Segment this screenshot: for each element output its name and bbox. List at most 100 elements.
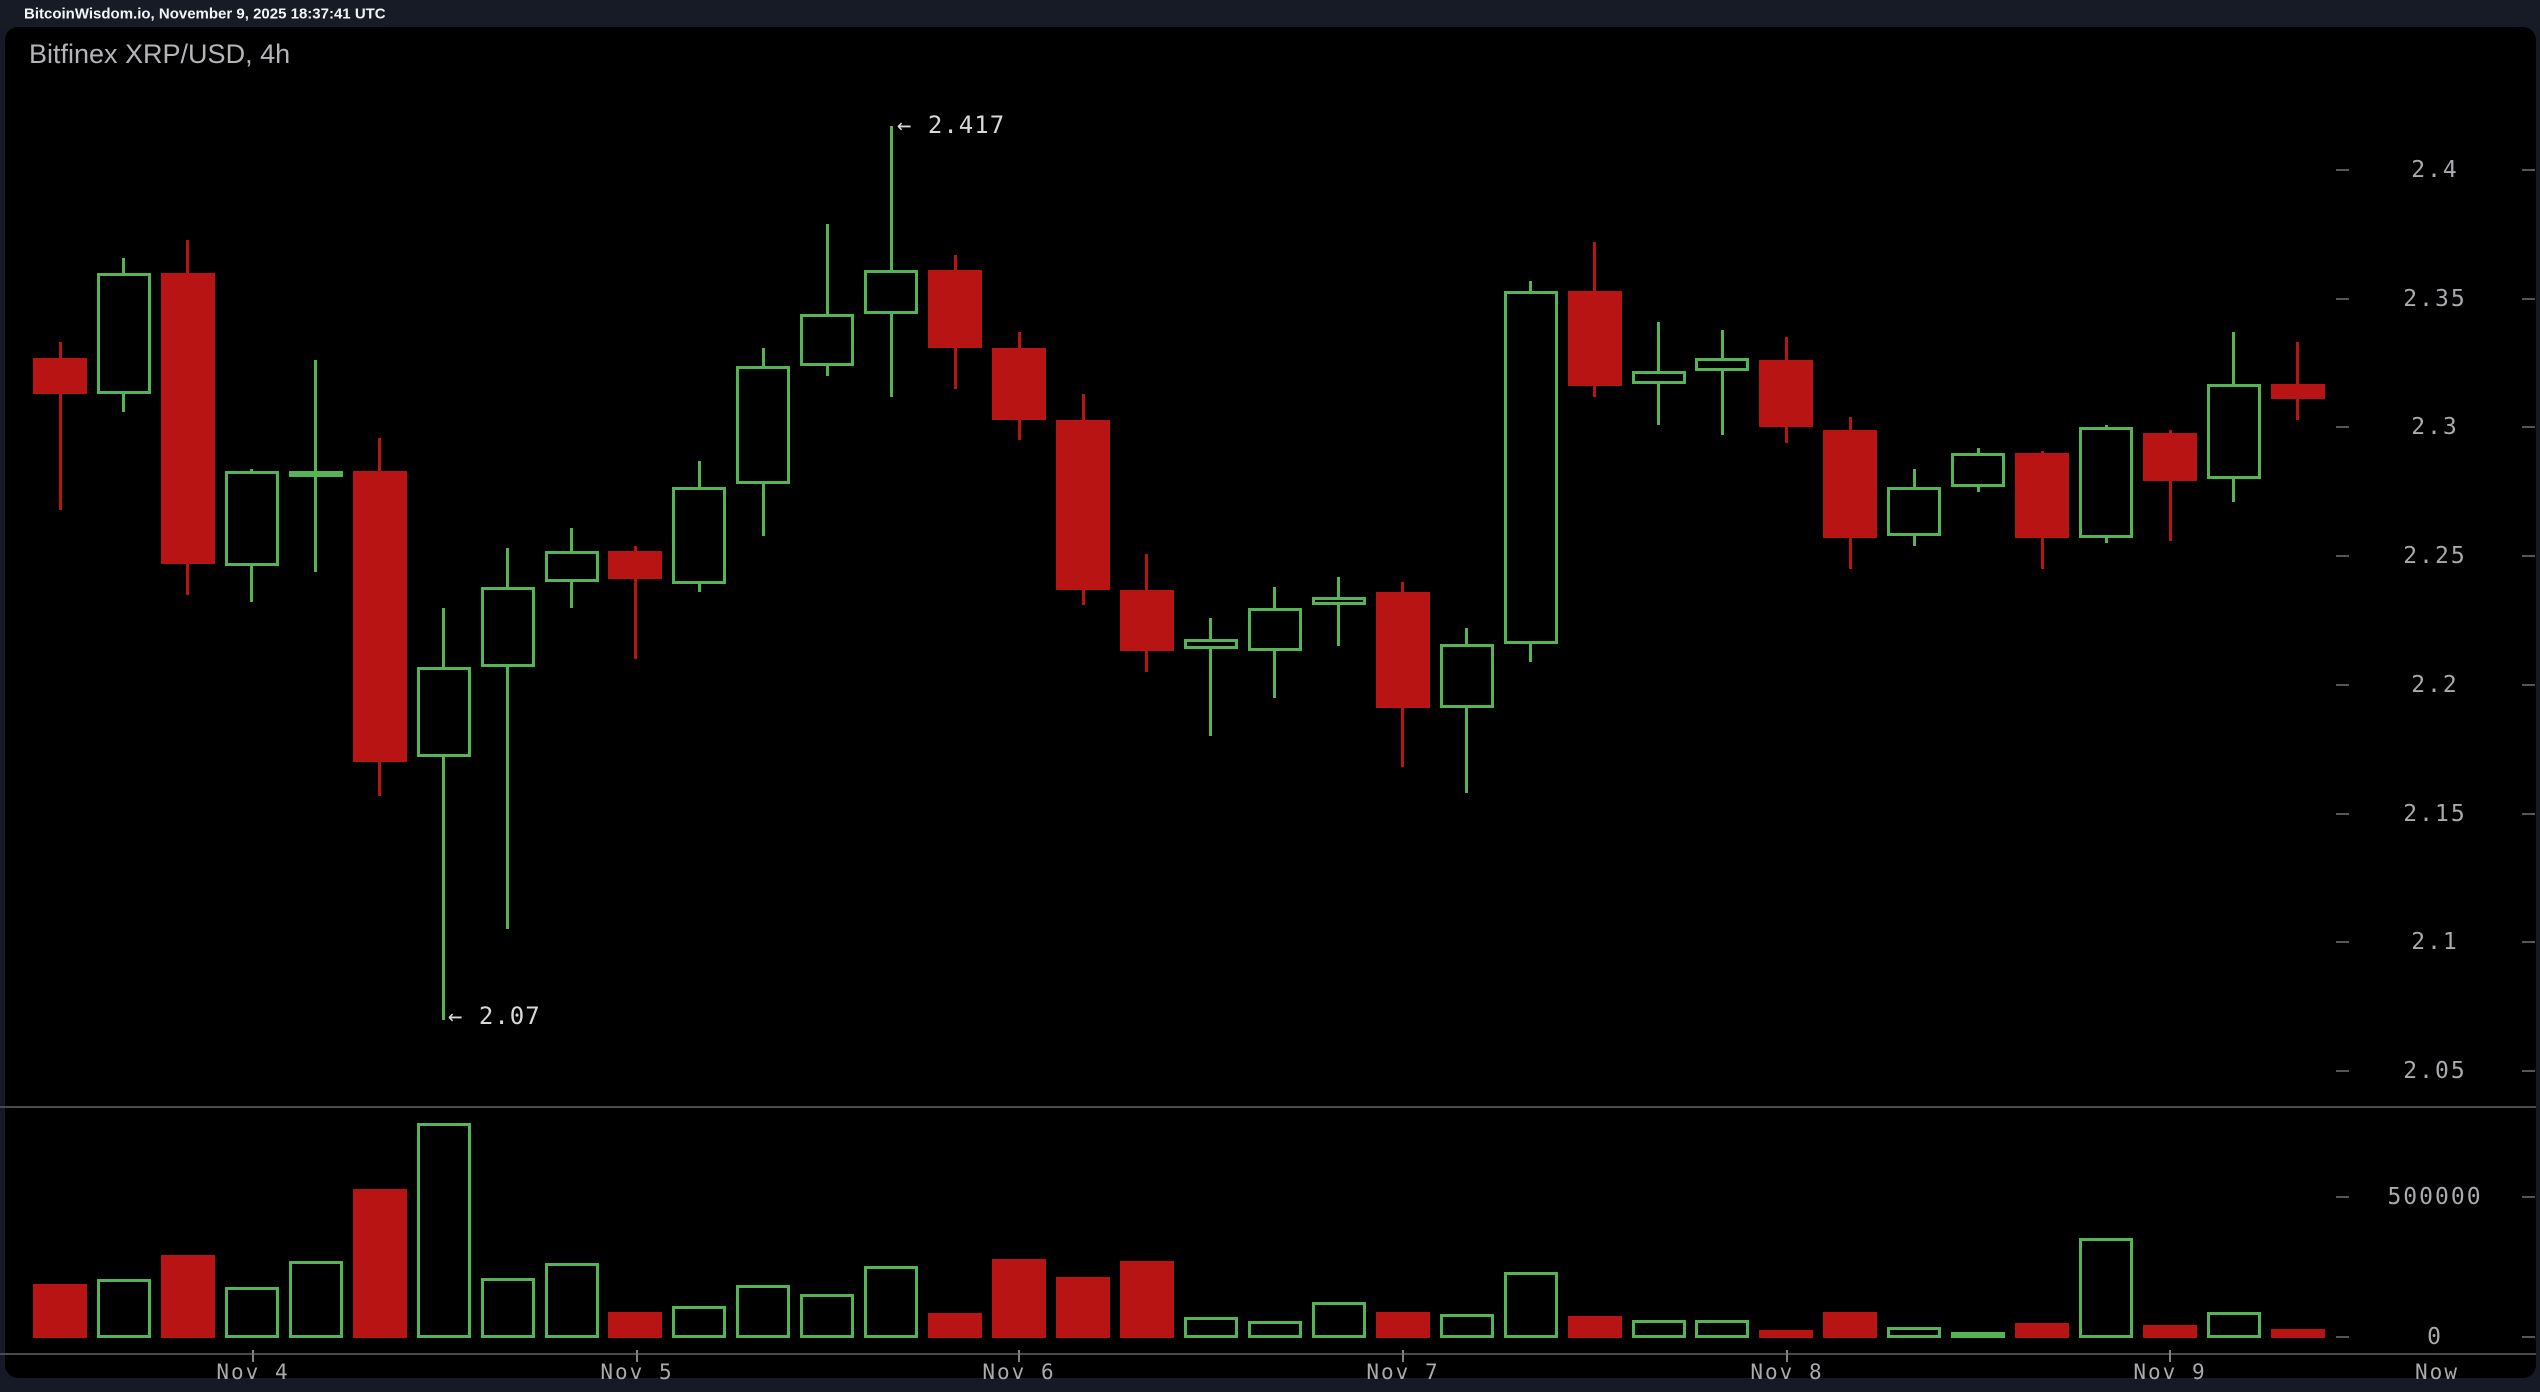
volume-bar [1567, 1316, 1622, 1338]
x-axis-day-label: Nov 7 [1366, 1360, 1440, 1384]
candle-wick [314, 360, 318, 572]
price-tick-label: 2.3 [2411, 414, 2459, 441]
candle [288, 471, 343, 478]
candle [96, 272, 151, 394]
x-axis-day-label: Nov 5 [600, 1360, 674, 1384]
chart-widget: 2.4 2.35 2.3 2.25 2.2 2.15 2.1 2.05 500000 0 Nov 4… [0, 27, 2536, 1384]
candle-wick [1465, 628, 1469, 793]
candle [1567, 290, 1622, 387]
volume-bar [352, 1189, 407, 1338]
price-tick-label: 2.2 [2411, 671, 2459, 698]
candle-wick [1209, 617, 1213, 737]
volume-bar [1631, 1319, 1686, 1338]
price-tick-dash-left [2336, 1070, 2349, 1072]
candle [800, 314, 855, 366]
price-tick-label: 2.35 [2403, 285, 2467, 312]
price-tick-dash-left [2336, 169, 2349, 171]
price-tick-dash-right [2522, 941, 2535, 944]
candle [1311, 597, 1366, 606]
volume-tick-dash-right [2522, 1336, 2535, 1338]
x-axis-day-label: Nov 6 [982, 1360, 1056, 1384]
volume-bar [2206, 1312, 2261, 1338]
candle [1887, 486, 1942, 536]
volume-bar [736, 1284, 791, 1338]
volume-bar [2015, 1323, 2070, 1338]
candle [33, 357, 87, 394]
candle-wick [506, 548, 510, 930]
volume-bar [928, 1312, 983, 1338]
x-axis-day-label: Nov 4 [216, 1360, 290, 1384]
x-axis-border-line [0, 1353, 2536, 1355]
candle [1951, 453, 2006, 487]
price-tick-dash-right [2522, 683, 2535, 686]
candle [160, 272, 215, 564]
site-and-clock-label: BitcoinWisdom.io, November 9, 2025 18:37… [24, 5, 386, 22]
volume-bar [2270, 1328, 2325, 1338]
candle [1439, 643, 1494, 708]
x-axis-now-label: Now [2415, 1360, 2459, 1384]
volume-bar [288, 1261, 343, 1338]
volume-bar [1056, 1277, 1111, 1338]
x-axis-day-label: Nov 9 [2133, 1360, 2207, 1384]
candle [2015, 453, 2070, 539]
volume-bar [672, 1305, 727, 1338]
price-tick-label: 2.4 [2411, 157, 2459, 183]
candle [2206, 383, 2261, 479]
candle [672, 486, 727, 585]
volume-bar [1311, 1302, 1366, 1338]
candle [2143, 432, 2198, 482]
price-tick-dash-right [2522, 169, 2535, 171]
x-axis-day-tick [1018, 1350, 1020, 1362]
volume-bar [1887, 1326, 1942, 1338]
volume-bar [992, 1258, 1047, 1338]
x-axis-day-tick [2169, 1350, 2171, 1362]
volume-bar [1823, 1312, 1878, 1338]
candle [480, 587, 535, 667]
candle [928, 270, 983, 348]
candle [2079, 427, 2134, 539]
pane-separator-line [0, 1106, 2536, 1108]
price-tick-dash-left [2336, 426, 2349, 429]
volume-tick-label: 500000 [2387, 1184, 2483, 1210]
volume-bar [800, 1293, 855, 1338]
candle [2270, 383, 2325, 400]
candle [1759, 360, 1814, 428]
volume-bar [2079, 1238, 2134, 1338]
candle [1056, 419, 1111, 590]
volume-tick-dash-left [2336, 1336, 2349, 1338]
top-status-bar: BitcoinWisdom.io, November 9, 2025 18:37… [0, 0, 2540, 27]
x-axis-day-tick [1786, 1350, 1788, 1362]
candle [1631, 370, 1686, 384]
volume-bar [1119, 1261, 1174, 1338]
candle-wick [1720, 329, 1724, 436]
price-tick-dash-left [2336, 683, 2349, 686]
candle [992, 347, 1047, 420]
price-tick-label: 2.25 [2403, 543, 2467, 570]
price-tick-dash-left [2336, 941, 2349, 944]
price-tick-label: 2.15 [2403, 800, 2467, 827]
price-annotation: ← 2.07 [448, 1002, 541, 1030]
volume-tick-dash-right [2522, 1196, 2535, 1198]
candle [608, 550, 663, 580]
candle-wick [825, 224, 829, 376]
volume-bar [33, 1283, 87, 1338]
price-tick-dash-right [2522, 812, 2535, 815]
volume-bar [864, 1265, 919, 1338]
candle-wick [2296, 342, 2300, 420]
x-axis-day-tick [1402, 1350, 1404, 1362]
volume-bar [544, 1263, 599, 1338]
candle [352, 471, 407, 763]
candle [1503, 290, 1558, 644]
volume-bar [224, 1287, 279, 1338]
volume-bar [1759, 1330, 1814, 1338]
candle [1247, 607, 1302, 652]
candle [1183, 638, 1238, 649]
candle [736, 365, 791, 485]
candle-wick [58, 342, 62, 510]
candle [1695, 357, 1750, 371]
volume-bar [608, 1312, 663, 1338]
price-tick-dash-right [2522, 1070, 2535, 1072]
candle-wick [2168, 430, 2172, 541]
